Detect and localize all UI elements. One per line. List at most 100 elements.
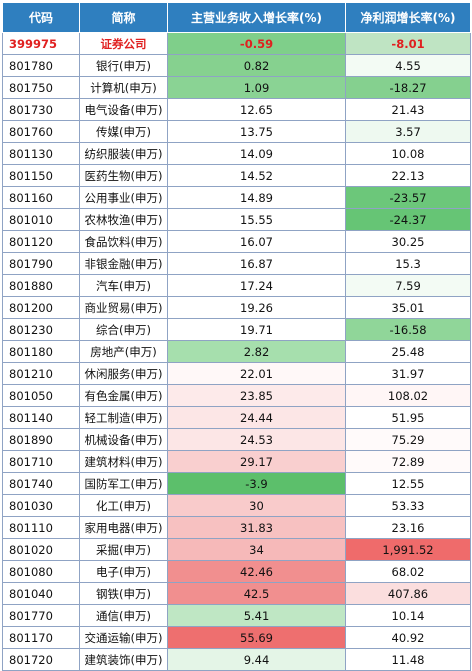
cell-profit-growth: 21.43 [345,98,471,121]
cell-name: 建筑装饰(申万) [79,648,168,671]
cell-name: 农林牧渔(申万) [79,208,168,231]
cell-profit-growth: -8.01 [345,32,471,55]
table-row: 801140 轻工制造(申万) 24.44 51.95 [2,406,471,429]
cell-name: 医药生物(申万) [79,164,168,187]
cell-code: 801120 [2,230,80,253]
cell-profit-growth: 25.48 [345,340,471,363]
cell-revenue-growth: 14.89 [167,186,346,209]
header-profit-growth: 净利润增长率(%) [345,2,471,33]
cell-name: 食品饮料(申万) [79,230,168,253]
cell-code: 801880 [2,274,80,297]
cell-name: 纺织服装(申万) [79,142,168,165]
cell-name: 通信(申万) [79,604,168,627]
cell-revenue-growth: 16.87 [167,252,346,275]
table-row: 801210 休闲服务(申万) 22.01 31.97 [2,362,471,385]
table-row: 801710 建筑材料(申万) 29.17 72.89 [2,450,471,473]
cell-revenue-growth: 23.85 [167,384,346,407]
cell-code: 801740 [2,472,80,495]
table-row: 801880 汽车(申万) 17.24 7.59 [2,274,471,297]
cell-profit-growth: 11.48 [345,648,471,671]
cell-code: 801750 [2,76,80,99]
cell-revenue-growth: 13.75 [167,120,346,143]
cell-revenue-growth: 29.17 [167,450,346,473]
cell-revenue-growth: 24.44 [167,406,346,429]
cell-name: 国防军工(申万) [79,472,168,495]
cell-revenue-growth: 42.46 [167,560,346,583]
cell-revenue-growth: 12.65 [167,98,346,121]
table-row: 801200 商业贸易(申万) 19.26 35.01 [2,296,471,319]
cell-revenue-growth: 5.41 [167,604,346,627]
cell-code: 801730 [2,98,80,121]
cell-revenue-growth: 19.26 [167,296,346,319]
table-row: 801110 家用电器(申万) 31.83 23.16 [2,516,471,539]
cell-revenue-growth: 1.09 [167,76,346,99]
cell-revenue-growth: -0.59 [167,32,346,55]
cell-code: 801780 [2,54,80,77]
table-row: 801890 机械设备(申万) 24.53 75.29 [2,428,471,451]
table-row: 801780 银行(申万) 0.82 4.55 [2,54,471,77]
cell-name: 采掘(申万) [79,538,168,561]
table-header-row: 代码 简称 主营业务收入增长率(%) 净利润增长率(%) [2,2,471,33]
table-row: 801750 计算机(申万) 1.09 -18.27 [2,76,471,99]
cell-code: 801030 [2,494,80,517]
cell-profit-growth: 3.57 [345,120,471,143]
table-row: 801230 综合(申万) 19.71 -16.58 [2,318,471,341]
cell-name: 钢铁(申万) [79,582,168,605]
table-row: 801040 钢铁(申万) 42.5 407.86 [2,582,471,605]
cell-revenue-growth: 22.01 [167,362,346,385]
cell-code: 801230 [2,318,80,341]
cell-revenue-growth: 15.55 [167,208,346,231]
cell-profit-growth: 15.3 [345,252,471,275]
table-row: 801720 建筑装饰(申万) 9.44 11.48 [2,648,471,671]
cell-revenue-growth: 42.5 [167,582,346,605]
cell-code: 801010 [2,208,80,231]
cell-profit-growth: 75.29 [345,428,471,451]
cell-revenue-growth: 17.24 [167,274,346,297]
cell-name: 建筑材料(申万) [79,450,168,473]
cell-code: 801130 [2,142,80,165]
cell-code: 801770 [2,604,80,627]
cell-profit-growth: 10.08 [345,142,471,165]
cell-code: 801160 [2,186,80,209]
cell-name: 公用事业(申万) [79,186,168,209]
cell-name: 传媒(申万) [79,120,168,143]
cell-code: 801080 [2,560,80,583]
cell-name: 休闲服务(申万) [79,362,168,385]
table-row: 801080 电子(申万) 42.46 68.02 [2,560,471,583]
cell-name: 有色金属(申万) [79,384,168,407]
cell-revenue-growth: 55.69 [167,626,346,649]
cell-code: 801710 [2,450,80,473]
cell-profit-growth: 35.01 [345,296,471,319]
table-row: 801030 化工(申万) 30 53.33 [2,494,471,517]
cell-profit-growth: 31.97 [345,362,471,385]
table-row: 801790 非银金融(申万) 16.87 15.3 [2,252,471,275]
cell-revenue-growth: 2.82 [167,340,346,363]
table-row: 399975 证券公司 -0.59 -8.01 [2,32,471,55]
table-row: 801760 传媒(申万) 13.75 3.57 [2,120,471,143]
cell-code: 801050 [2,384,80,407]
header-name: 简称 [79,2,168,33]
cell-revenue-growth: 14.09 [167,142,346,165]
cell-name: 轻工制造(申万) [79,406,168,429]
cell-profit-growth: -18.27 [345,76,471,99]
table-row: 801170 交通运输(申万) 55.69 40.92 [2,626,471,649]
cell-profit-growth: 108.02 [345,384,471,407]
cell-profit-growth: 40.92 [345,626,471,649]
table-row: 801160 公用事业(申万) 14.89 -23.57 [2,186,471,209]
cell-revenue-growth: 24.53 [167,428,346,451]
cell-revenue-growth: -3.9 [167,472,346,495]
cell-profit-growth: 72.89 [345,450,471,473]
cell-profit-growth: 7.59 [345,274,471,297]
cell-code: 801110 [2,516,80,539]
cell-revenue-growth: 30 [167,494,346,517]
cell-profit-growth: 30.25 [345,230,471,253]
table-row: 801010 农林牧渔(申万) 15.55 -24.37 [2,208,471,231]
cell-code: 801170 [2,626,80,649]
cell-name: 电气设备(申万) [79,98,168,121]
cell-profit-growth: 12.55 [345,472,471,495]
table-row: 801740 国防军工(申万) -3.9 12.55 [2,472,471,495]
cell-revenue-growth: 0.82 [167,54,346,77]
table-body: 399975 证券公司 -0.59 -8.01 801780 银行(申万) 0.82 4.55… [2,32,471,671]
table-row: 801770 通信(申万) 5.41 10.14 [2,604,471,627]
header-code: 代码 [2,2,80,33]
